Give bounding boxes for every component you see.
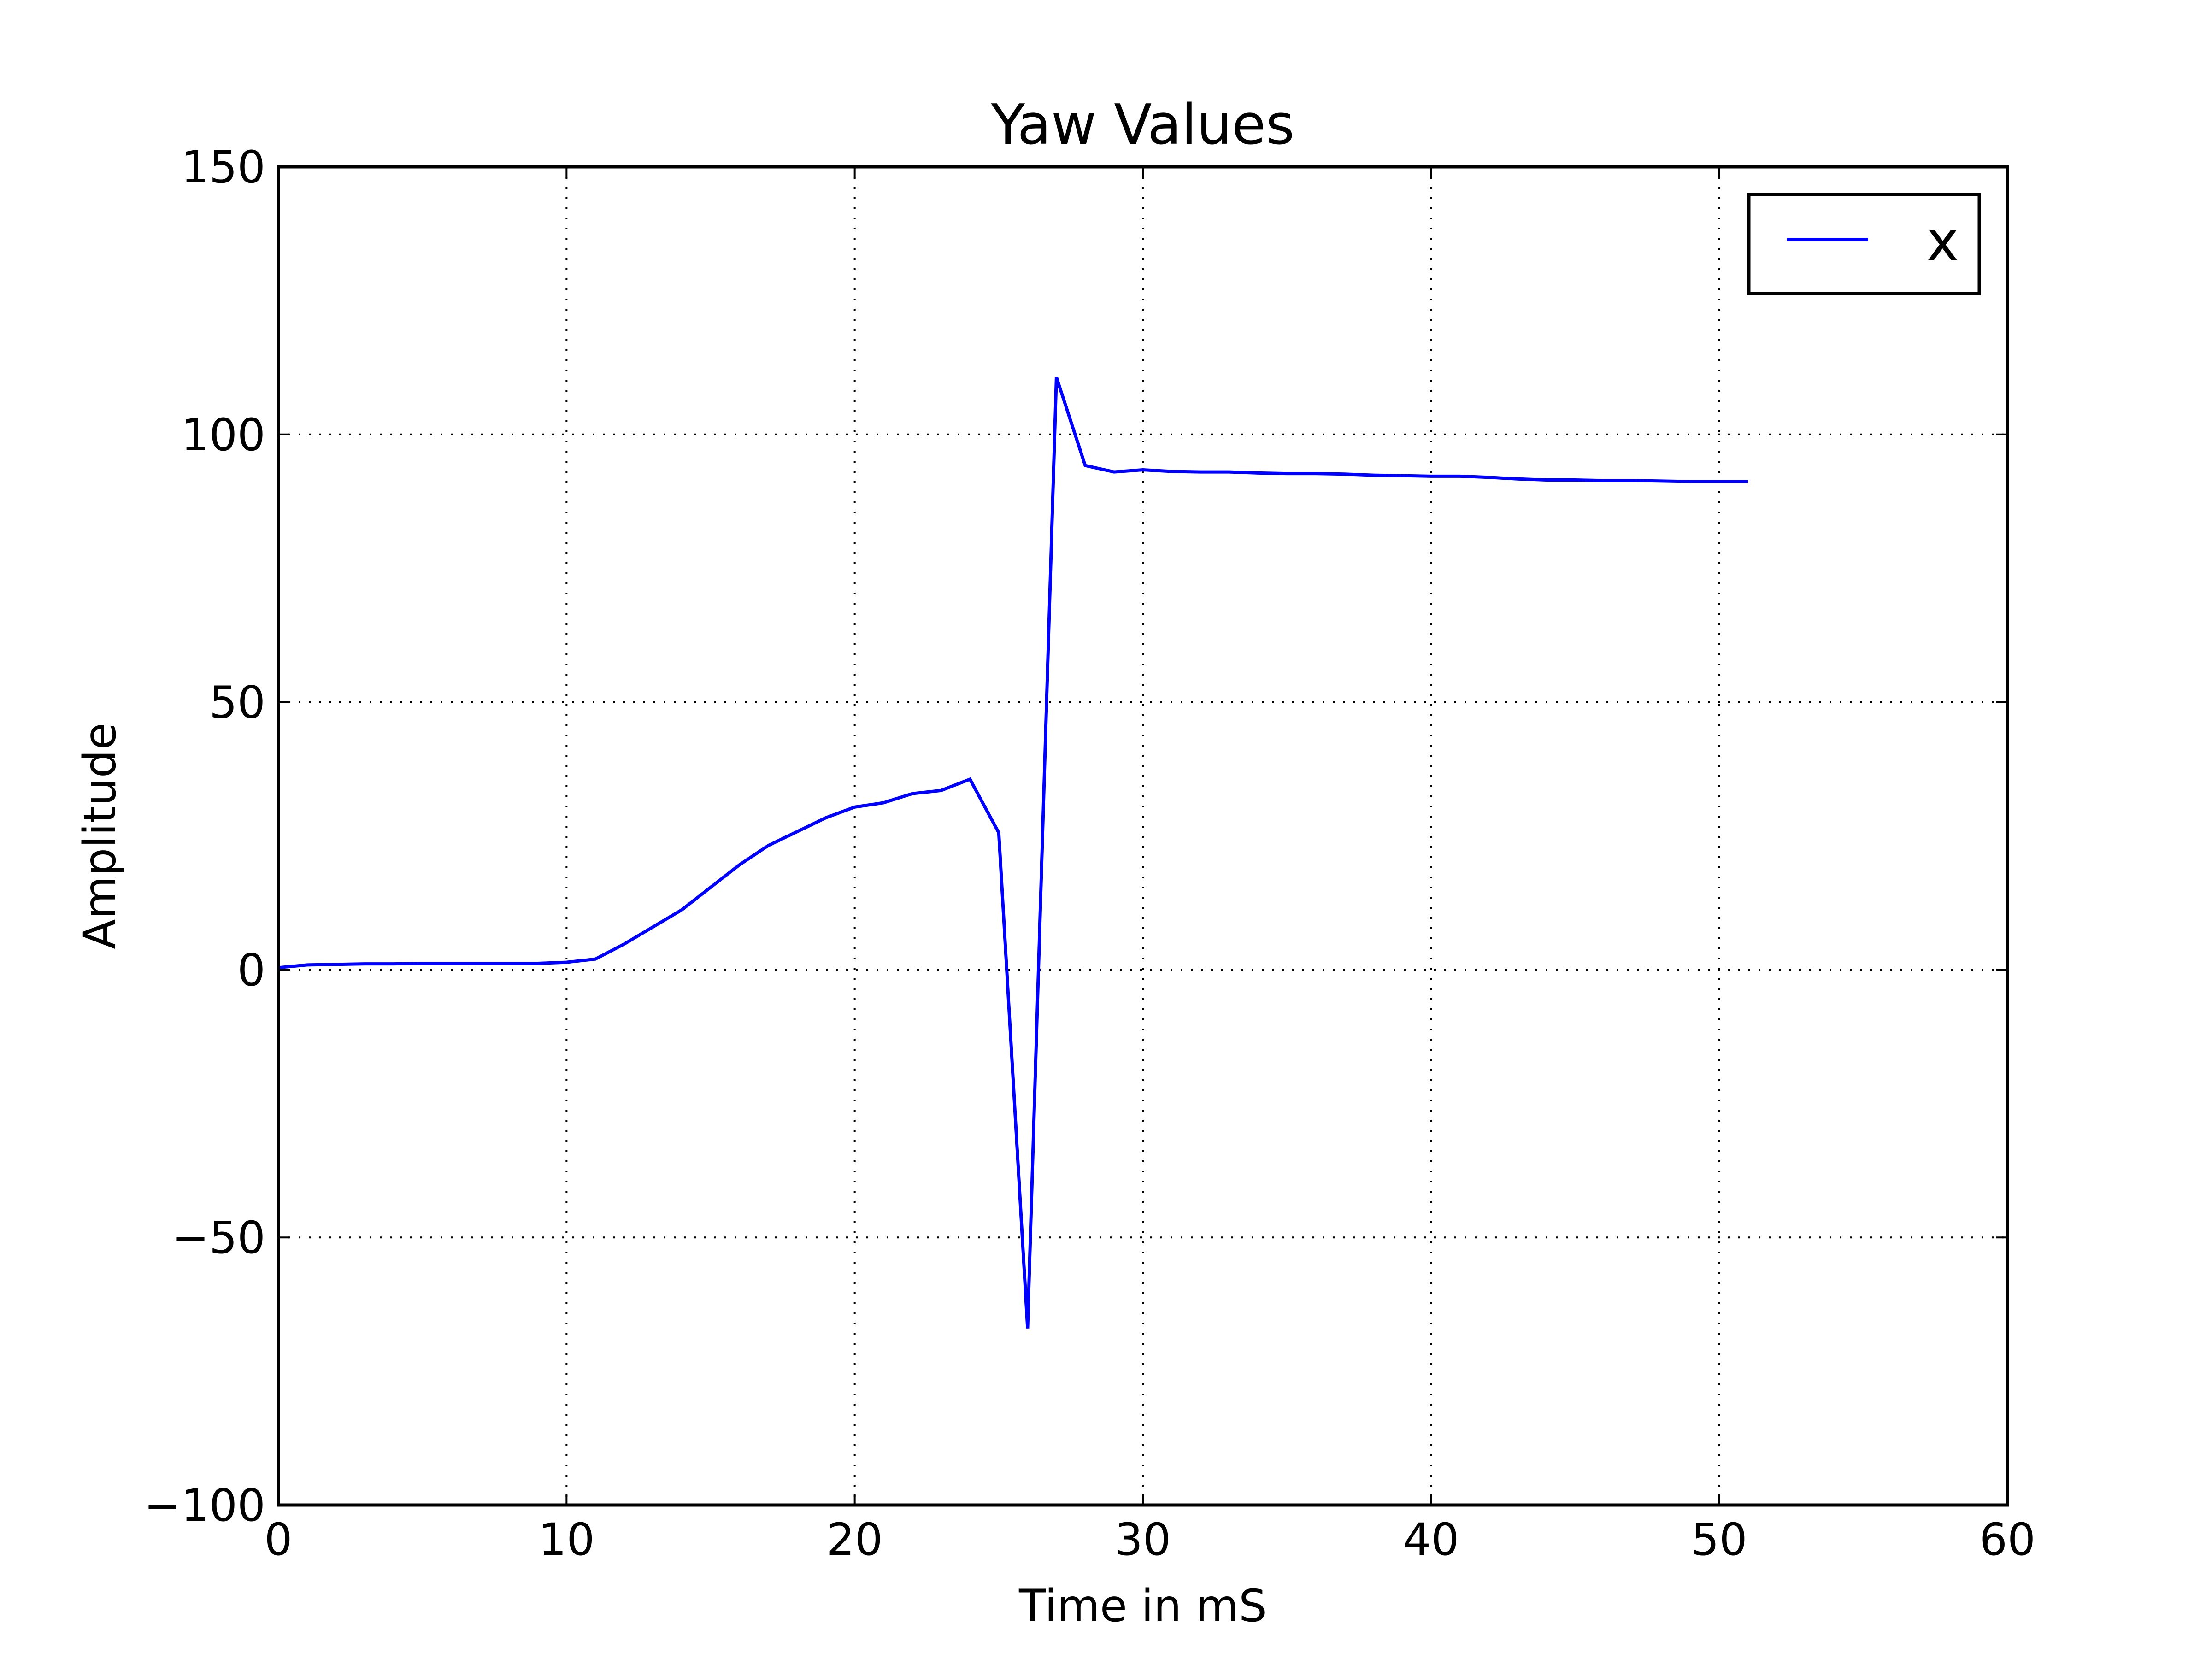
- x-tick-label: 40: [1403, 1514, 1459, 1565]
- legend-label-x: x: [1926, 210, 1959, 274]
- x-tick-label: 50: [1691, 1514, 1747, 1565]
- x-tick-label: 0: [264, 1514, 292, 1565]
- x-tick-label: 30: [1115, 1514, 1171, 1565]
- y-tick-label: 50: [209, 677, 265, 729]
- series-line-x: [278, 377, 1748, 1329]
- y-tick-label: 0: [237, 944, 265, 996]
- x-tick-label: 10: [538, 1514, 594, 1565]
- x-tick-labels: 0 10 20 30 40 50 60: [264, 1514, 2036, 1565]
- series-layer: [278, 377, 1748, 1329]
- x-axis-label: Time in mS: [1018, 1580, 1267, 1632]
- plot-frame: [276, 165, 2009, 1507]
- y-tick-labels: −100 −50 0 50 100 150: [144, 141, 265, 1531]
- y-tick-label: 150: [181, 141, 265, 193]
- x-tick-label: 60: [1979, 1514, 2036, 1565]
- legend: x: [1747, 193, 1981, 295]
- y-tick-label: 100: [181, 409, 265, 461]
- x-tick-label: 20: [827, 1514, 883, 1565]
- y-axis-label: Amplitude: [74, 723, 126, 949]
- legend-box: [1747, 193, 1981, 295]
- grid: [278, 167, 2007, 1505]
- y-tick-label: −50: [172, 1212, 265, 1264]
- y-tick-label: −100: [144, 1480, 265, 1531]
- chart-title: Yaw Values: [991, 93, 1295, 157]
